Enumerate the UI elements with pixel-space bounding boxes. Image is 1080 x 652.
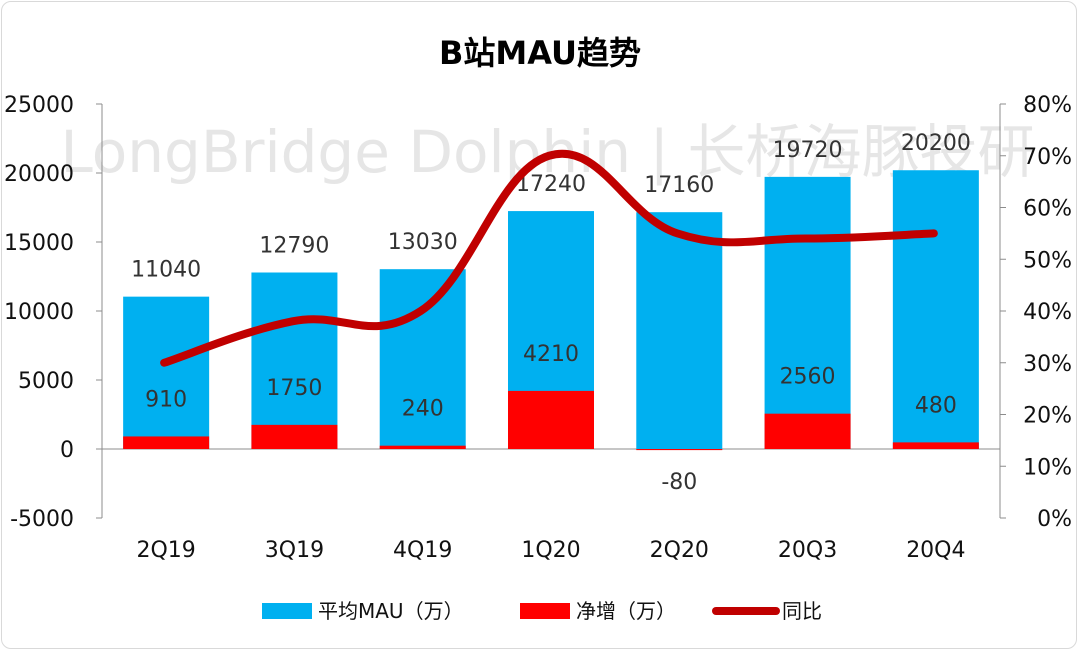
y-right-tick-label: 10% — [1023, 455, 1072, 480]
x-tick-label: 2Q19 — [136, 538, 195, 563]
y-right-tick-label: 0% — [1037, 507, 1072, 532]
label-mau: 13030 — [388, 230, 458, 255]
bar-mau-20q4 — [892, 170, 979, 450]
bar-net-1q20 — [508, 390, 594, 449]
label-mau: 12790 — [259, 233, 329, 258]
bar-mau-2q19 — [123, 296, 210, 449]
y-right-tick-label: 50% — [1023, 248, 1072, 273]
legend-swatch-mau — [262, 603, 312, 619]
label-net: 910 — [145, 387, 187, 412]
x-tick-label: 20Q3 — [778, 538, 837, 563]
bar-net-2q19 — [123, 436, 210, 449]
label-mau: 11040 — [131, 258, 201, 283]
bar-mau-2q20 — [636, 212, 723, 449]
y-right-tick-label: 30% — [1023, 352, 1072, 377]
y-right-tick-label: 70% — [1023, 145, 1072, 170]
x-tick-label: 4Q19 — [393, 538, 452, 563]
label-net: 480 — [915, 393, 957, 418]
bar-mau-3q19 — [251, 272, 338, 449]
y-right-tick-label: 80% — [1023, 93, 1072, 118]
x-tick-label: 3Q19 — [265, 538, 324, 563]
x-tick-label: 2Q20 — [650, 538, 709, 563]
bar-mau-20q3 — [764, 176, 851, 449]
legend-label-mau: 平均MAU（万） — [318, 599, 464, 623]
label-net: 240 — [402, 397, 444, 422]
y-left-tick-label: 10000 — [4, 300, 74, 325]
chart-title: B站MAU趋势 — [439, 34, 641, 72]
legend-label-yoy: 同比 — [782, 599, 822, 623]
y-left-tick-label: 0 — [60, 438, 74, 463]
label-net: 2560 — [780, 365, 836, 390]
y-left-tick-label: 15000 — [4, 231, 74, 256]
legend-swatch-net — [520, 603, 570, 619]
x-tick-label: 20Q4 — [906, 538, 965, 563]
y-right-tick-label: 60% — [1023, 197, 1072, 222]
bars-mau — [123, 170, 979, 450]
legend-label-net: 净增（万） — [576, 599, 676, 623]
label-net: -80 — [661, 470, 697, 495]
y-left-tick-label: 20000 — [4, 162, 74, 187]
y-right-tick-label: 40% — [1023, 300, 1072, 325]
bars-net — [123, 390, 979, 451]
bar-net-20q4 — [892, 442, 979, 449]
y-left-tick-label: 5000 — [18, 369, 74, 394]
bar-mau-4q19 — [379, 269, 466, 449]
y-left-tick-label: -5000 — [10, 507, 74, 532]
bar-net-4q19 — [379, 445, 466, 449]
label-net: 1750 — [266, 376, 322, 401]
bar-net-20q3 — [764, 413, 851, 449]
data-labels: 11040 12790 13030 17240 17160 19720 20200 910 17… — [131, 131, 971, 495]
label-net: 4210 — [523, 342, 579, 367]
bar-net-3q19 — [251, 424, 338, 449]
label-mau: 19720 — [773, 138, 843, 163]
yoy-line — [160, 149, 938, 367]
label-mau: 17160 — [644, 173, 714, 198]
label-mau: 17240 — [516, 172, 586, 197]
y-left-tick-label: 25000 — [4, 93, 74, 118]
legend: 平均MAU（万） 净增（万） 同比 — [262, 599, 822, 623]
y-right-tick-label: 20% — [1023, 404, 1072, 429]
yoy-line-group — [160, 149, 938, 367]
x-tick-label: 1Q20 — [521, 538, 580, 563]
label-mau: 20200 — [901, 131, 971, 156]
axes: -5000 0 5000 10000 15000 20000 25000 0% 10% 20% 30… — [4, 93, 1072, 563]
bar-net-2q20 — [636, 449, 723, 451]
